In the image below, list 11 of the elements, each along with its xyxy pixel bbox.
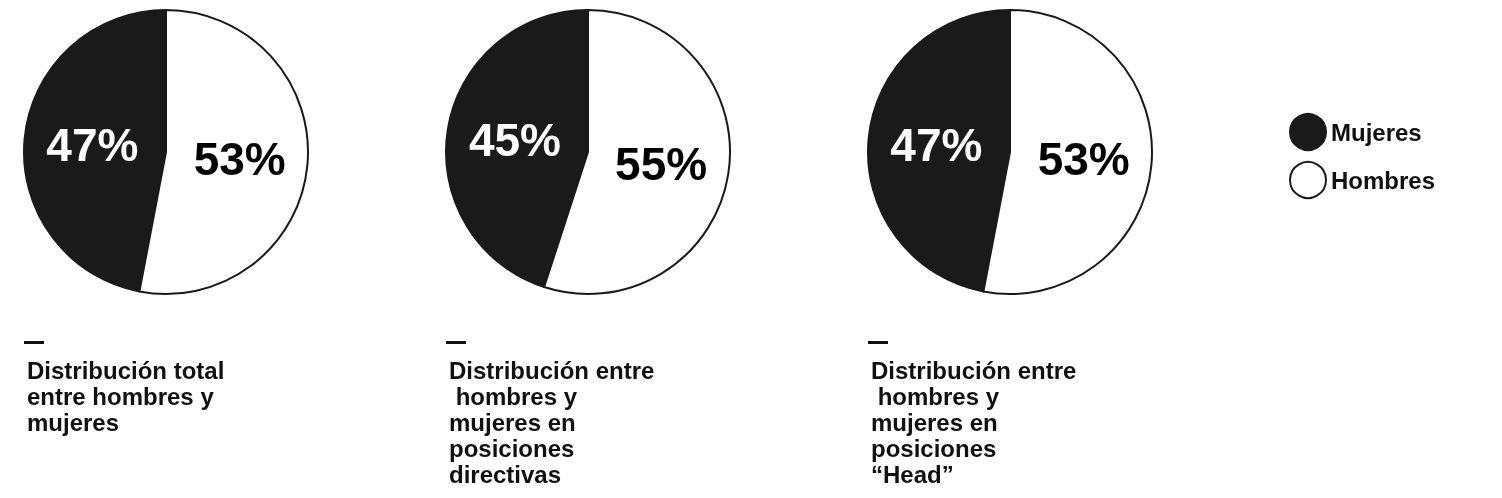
data-label: 45% (468, 114, 561, 167)
text: Distribución entre hombres y mujeres en posiciones “Head” (871, 356, 1077, 488)
data-label: 47% (46, 119, 139, 172)
text: Distribución total entre hombres y mujeres (27, 356, 231, 436)
data-label: 53% (1037, 132, 1130, 185)
data-label: 53% (193, 132, 286, 185)
text: Distribución entre hombres y mujeres en posiciones directivas (449, 356, 655, 488)
data-label: 47% (890, 119, 983, 172)
legend-label: Mujeres (1331, 118, 1422, 146)
legend-label: Hombres (1331, 166, 1436, 194)
data-label: 55% (615, 137, 708, 190)
